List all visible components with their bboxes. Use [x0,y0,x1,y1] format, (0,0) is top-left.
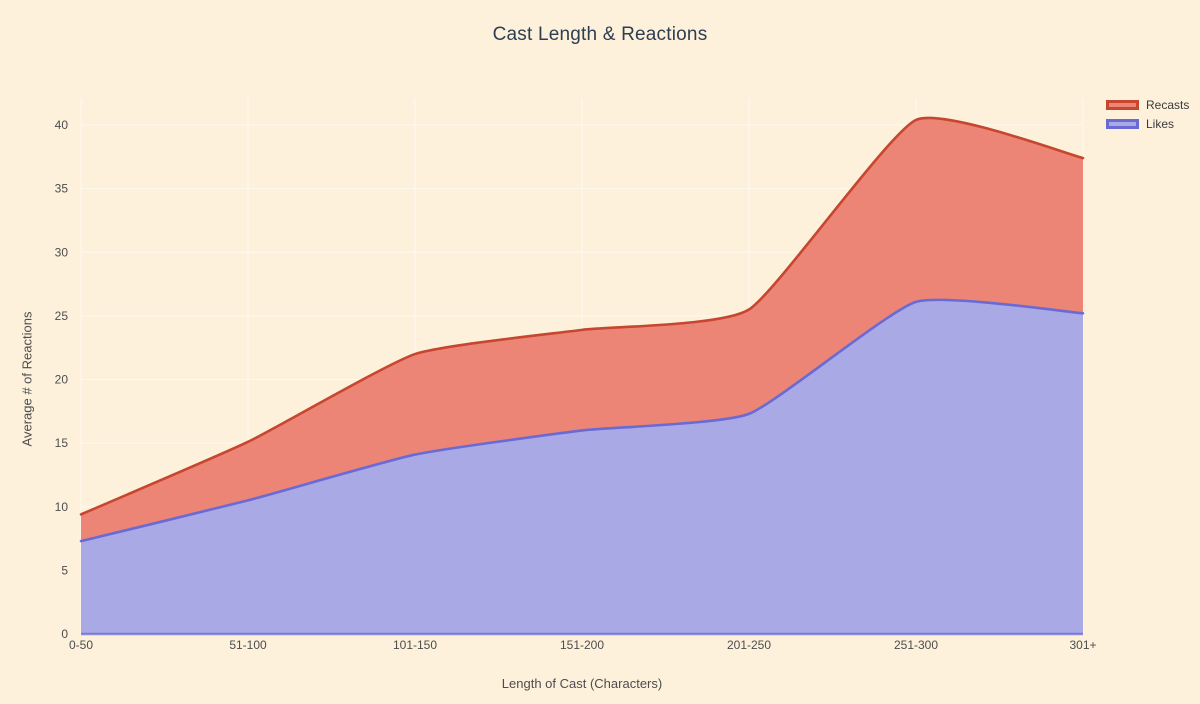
x-tick-label: 301+ [1069,638,1096,652]
line-recasts [79,116,1085,516]
y-tick-label: 5 [61,563,68,577]
legend-swatch-icon [1106,119,1139,129]
x-axis-title: Length of Cast (Characters) [501,676,663,691]
y-tick-label: 35 [55,182,69,196]
legend-label: Likes [1146,117,1175,131]
line-likes [79,298,1085,543]
area-likes [81,299,1083,634]
legend-item-likes[interactable]: Likes [1106,118,1189,130]
x-tick-label: 151-200 [560,638,604,652]
y-tick-label: 0 [61,627,68,641]
y-tick-label: 30 [55,245,69,259]
legend-label: Recasts [1146,98,1190,112]
y-tick-label: 40 [55,118,69,132]
legend: Recasts Likes [1106,99,1189,137]
legend-item-recasts[interactable]: Recasts [1106,99,1189,111]
x-tick-label: 201-250 [727,638,771,652]
x-tick-label: 51-100 [229,638,267,652]
y-tick-label: 15 [55,436,69,450]
y-tick-label: 10 [55,500,69,514]
x-tick-label: 251-300 [894,638,938,652]
x-tick-label: 101-150 [393,638,437,652]
y-tick-label: 20 [55,373,69,387]
legend-swatch-icon [1106,100,1139,110]
y-tick-label: 25 [55,309,69,323]
chart-title: Cast Length & Reactions [492,24,708,45]
x-tick-label: 0-50 [69,638,93,652]
